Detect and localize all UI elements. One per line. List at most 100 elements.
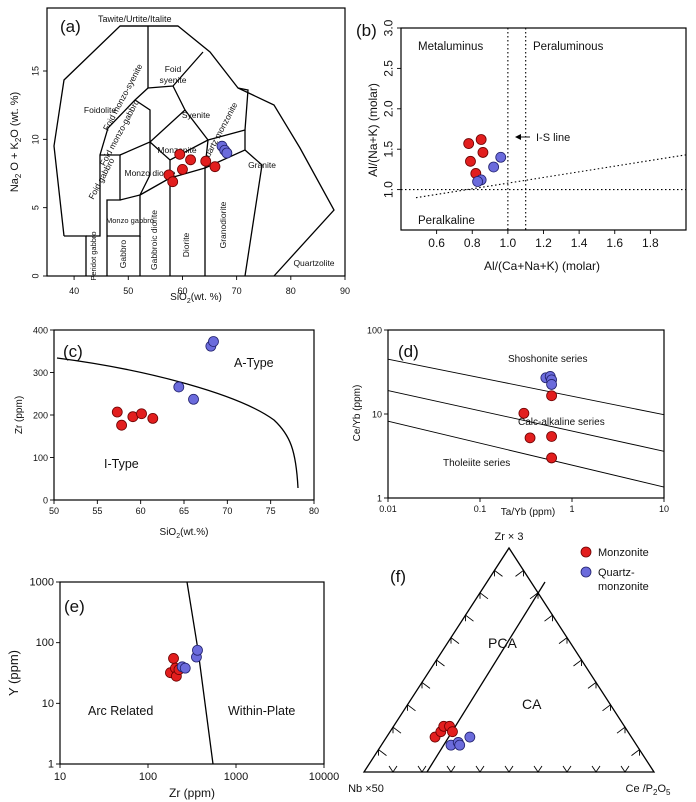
ytick-label-d-1: 10	[372, 410, 382, 420]
xtick-label-d-2: 1	[569, 504, 574, 514]
point-a-monzonite-1	[167, 176, 179, 188]
panel-e-points	[165, 644, 203, 682]
panel-a-field-lines	[53, 25, 335, 277]
point-b-quartz-monzonite-0	[495, 151, 507, 163]
xtick-label-c-3: 65	[179, 506, 189, 516]
xtick-label-a-3: 70	[232, 286, 242, 296]
xtick-label-c-6: 80	[309, 506, 319, 516]
ytick-label-e-2: 100	[36, 637, 54, 649]
field-monzo-diorite: Monzo diorite	[124, 168, 175, 178]
field-tholeiite: Tholeiite series	[443, 458, 510, 469]
panel-f-points	[429, 720, 476, 751]
xtick-label-b-5: 1.6	[606, 236, 623, 250]
apex-top-label: Zr × 3	[494, 531, 523, 543]
panel-a-ticks: 40 50 60 70 80 90 0 5 10 15	[31, 66, 351, 296]
point-b-monzonite-1	[475, 134, 487, 145]
ternary-left-tick-7	[465, 614, 474, 622]
ternary-left-tick-8	[479, 591, 489, 600]
panel-c-label: (c)	[63, 342, 83, 361]
apex-right-label: Ce /P2O5	[626, 783, 672, 797]
xtick-label-b-0: 0.6	[428, 236, 445, 250]
ternary-bottom-tick-3	[446, 765, 456, 773]
point-d-monzonite-1	[524, 432, 536, 444]
ternary-ticks	[378, 569, 640, 773]
panel-b-frame	[400, 27, 687, 231]
panel-d-ticks: 0.01 0.1 1 10 1 10 100	[367, 326, 669, 515]
point-b-quartz-monzonite-3	[472, 176, 483, 187]
field-gabbroic-diorite: Gabbroic diorite	[149, 210, 159, 270]
ytick-label-b-4: 3.0	[382, 19, 396, 36]
panel-e-frame	[59, 581, 325, 765]
field-shoshonite: Shoshonite series	[508, 354, 588, 365]
panel-f: (f) Zr × 3 Nb ×50 Ce /P2O5 PCA CA Monzon…	[348, 531, 671, 797]
point-a-quartz-monzonite-2	[221, 147, 233, 159]
ternary-right-tick-4	[587, 681, 597, 689]
point-a-monzonite-6	[209, 161, 221, 173]
ternary-bottom-tick-1	[388, 765, 398, 773]
point-c-quartz-monzonite-3	[208, 336, 219, 347]
point-d-quartz-monzonite-3	[546, 379, 557, 390]
panel-c-ticks: 50 55 60 65 70 75 80 0 100 200 300 400	[33, 326, 319, 517]
legend-quartz-monzonite-marker	[580, 566, 592, 578]
ternary-left-tick-4	[421, 681, 431, 689]
field-quartzolite: Quartzolite	[293, 258, 334, 268]
panel-c-ylabel: Zr (ppm)	[14, 396, 25, 434]
ternary-left-tick-6	[450, 636, 460, 644]
is-line-arrow	[515, 134, 530, 140]
shoshonite-boundary	[387, 358, 665, 416]
panel-b-boundary-lines	[401, 28, 687, 230]
xtick-label-b-1: 0.8	[464, 236, 481, 250]
field-diorite: Diorite	[181, 232, 191, 257]
xtick-label-c-5: 75	[266, 506, 276, 516]
panel-d-label: (d)	[398, 342, 419, 361]
panel-a-xlabel: SiO2(wt. %)	[170, 292, 222, 305]
xtick-label-d-3: 10	[659, 504, 669, 514]
ytick-label-d-0: 1	[377, 494, 382, 504]
field-granite: Granite	[248, 160, 276, 170]
ternary-right-tick-7	[544, 614, 553, 622]
xtick-label-b-6: 1.8	[642, 236, 659, 250]
field-pca: PCA	[488, 635, 517, 651]
panel-c-frame	[53, 329, 315, 501]
ternary-right-tick-5	[573, 659, 582, 667]
ternary-right-tick-3	[602, 703, 611, 712]
xtick-label-e-1: 100	[139, 771, 157, 783]
legend: Monzonite Quartz- monzonite	[580, 546, 649, 593]
panel-d-boundary-lines	[387, 358, 665, 488]
diagonal-line	[415, 154, 687, 199]
field-metaluminus: Metaluminus	[418, 41, 483, 53]
point-a-monzonite-2	[174, 148, 186, 160]
point-c-quartz-monzonite-1	[188, 393, 199, 405]
calc-alkaline-boundary	[387, 390, 665, 452]
ternary-left-tick-9	[494, 569, 503, 577]
ternary-bottom-tick-4	[475, 765, 485, 773]
panel-d-xlabel: Ta/Yb (ppm)	[501, 507, 555, 518]
field-i-type: I-Type	[104, 457, 139, 471]
point-d-monzonite-4	[546, 452, 557, 464]
ternary-right-tick-1	[631, 748, 640, 756]
point-b-quartz-monzonite-1	[488, 161, 500, 173]
panel-c-xlabel: SiO2(wt.%)	[160, 527, 209, 540]
xtick-label-c-4: 70	[222, 506, 232, 516]
ternary-right-tick-6	[558, 636, 568, 644]
field-peralkaline: Peralkaline	[418, 215, 475, 227]
ternary-bottom-tick-7	[562, 765, 572, 773]
apex-left-label: Nb ×50	[348, 783, 384, 795]
ternary-left-tick-5	[436, 659, 445, 667]
ytick-label-b-3: 2.5	[382, 60, 396, 77]
ytick-label-a-1: 5	[31, 205, 41, 210]
point-a-monzonite-3	[177, 163, 188, 175]
ytick-label-e-3: 1000	[30, 577, 54, 589]
point-a-monzonite-4	[185, 154, 196, 166]
point-b-monzonite-4	[477, 147, 489, 158]
ternary-bottom-tick-6	[533, 765, 543, 773]
panel-f-label: (f)	[390, 567, 406, 586]
point-c-quartz-monzonite-0	[173, 381, 185, 393]
xtick-label-c-1: 55	[92, 506, 102, 516]
is-line-label: I-S line	[536, 132, 570, 144]
point-b-monzonite-0	[463, 138, 475, 149]
point-c-monzonite-3	[136, 408, 147, 420]
xtick-label-e-0: 10	[54, 771, 66, 783]
point-f-quartz-monzonite-3	[464, 731, 476, 743]
